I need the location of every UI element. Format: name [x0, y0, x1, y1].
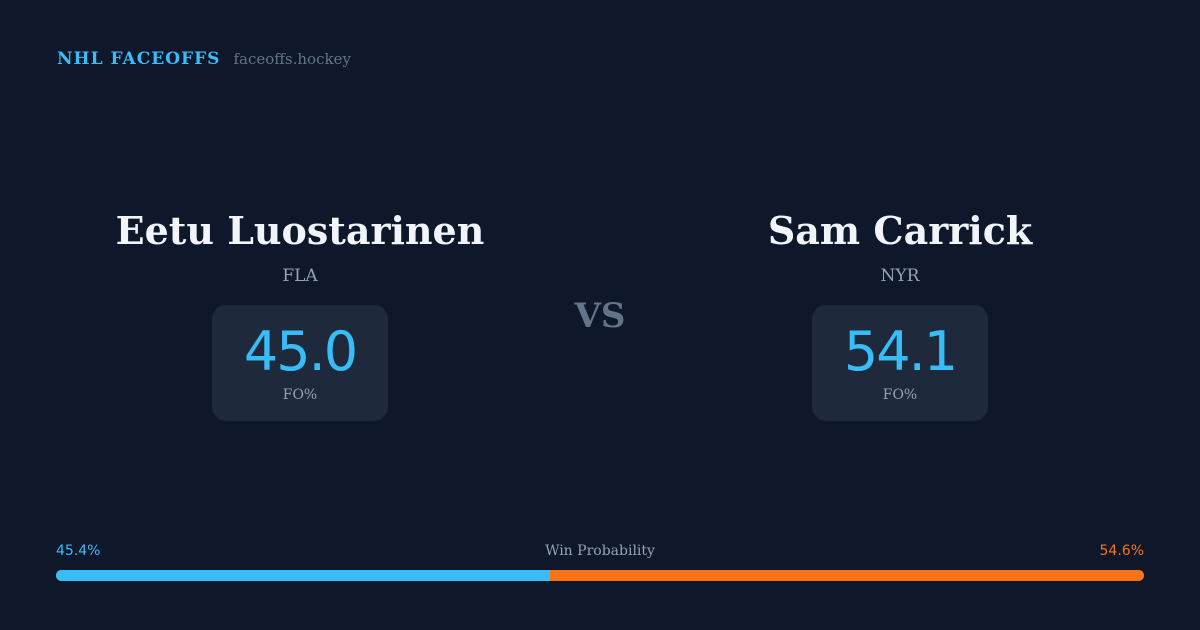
brand-title: NHL FACEOFFS	[57, 49, 221, 69]
fo-percentage: 54.1	[843, 320, 958, 383]
fo-label: FO%	[282, 387, 318, 403]
player-left: Eetu Luostarinen FLA 45.0 FO%	[60, 205, 540, 421]
win-probability-bar-left	[56, 570, 550, 581]
brand: NHL FACEOFFS faceoffs.hockey	[57, 49, 351, 69]
player-team: FLA	[282, 266, 318, 286]
win-probability-label: Win Probability	[545, 543, 655, 559]
win-probability-right: 54.6%	[1099, 543, 1144, 559]
fo-label: FO%	[882, 387, 918, 403]
brand-url: faceoffs.hockey	[233, 50, 351, 68]
vs-label: VS	[574, 296, 626, 336]
win-probability-bar-right	[549, 570, 1144, 581]
win-probability-left: 45.4%	[56, 543, 101, 559]
win-probability-bar	[56, 570, 1144, 581]
fo-card: 45.0 FO%	[211, 305, 389, 421]
fo-card: 54.1 FO%	[811, 305, 989, 421]
fo-percentage: 45.0	[243, 320, 358, 383]
player-name: Sam Carrick	[767, 208, 1033, 253]
player-team: NYR	[880, 266, 920, 286]
player-name: Eetu Luostarinen	[115, 208, 485, 253]
win-probability-labels: 45.4% Win Probability 54.6%	[56, 543, 1144, 559]
player-right: Sam Carrick NYR 54.1 FO%	[660, 205, 1140, 421]
